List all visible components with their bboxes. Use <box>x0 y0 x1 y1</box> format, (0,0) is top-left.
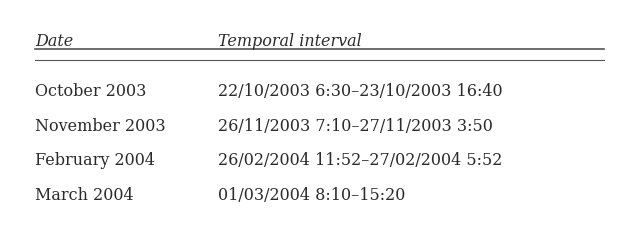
Text: 22/10/2003 6:30–23/10/2003 16:40: 22/10/2003 6:30–23/10/2003 16:40 <box>218 83 503 100</box>
Text: March 2004: March 2004 <box>35 187 133 204</box>
Text: 26/11/2003 7:10–27/11/2003 3:50: 26/11/2003 7:10–27/11/2003 3:50 <box>218 118 493 135</box>
Text: Date: Date <box>35 33 73 50</box>
Text: November 2003: November 2003 <box>35 118 166 135</box>
Text: Temporal interval: Temporal interval <box>218 33 362 50</box>
Text: February 2004: February 2004 <box>35 152 155 169</box>
Text: 26/02/2004 11:52–27/02/2004 5:52: 26/02/2004 11:52–27/02/2004 5:52 <box>218 152 503 169</box>
Text: 01/03/2004 8:10–15:20: 01/03/2004 8:10–15:20 <box>218 187 405 204</box>
Text: October 2003: October 2003 <box>35 83 146 100</box>
